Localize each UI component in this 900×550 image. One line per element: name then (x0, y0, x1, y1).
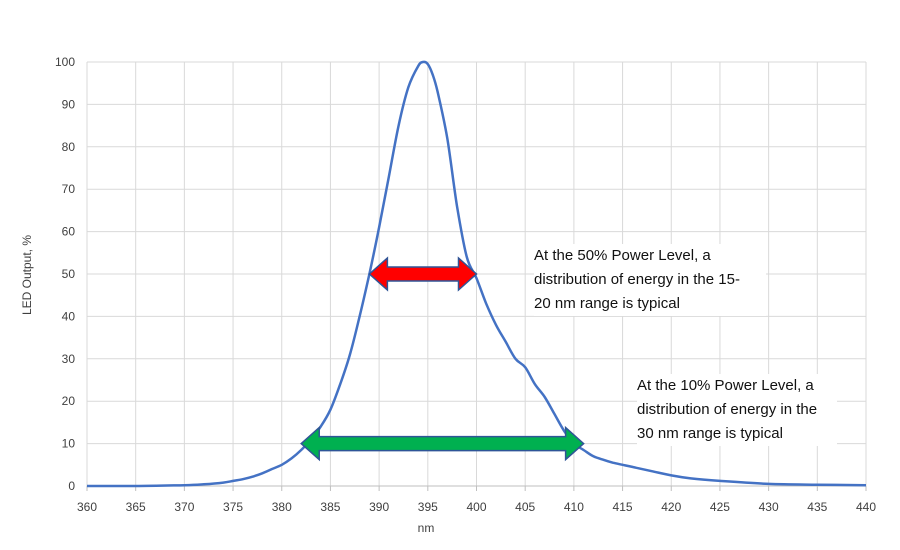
x-tick-label: 430 (759, 500, 779, 514)
red-double-arrow (368, 256, 478, 292)
x-tick-label: 435 (807, 500, 827, 514)
x-tick-label: 360 (77, 500, 97, 514)
series-line (86, 60, 867, 488)
y-tick-label: 100 (55, 55, 75, 69)
y-tick-label: 90 (62, 97, 76, 111)
y-tick-label: 20 (62, 394, 76, 408)
x-tick-label: 410 (564, 500, 584, 514)
y-tick-label: 50 (62, 267, 76, 281)
y-tick-label: 70 (62, 182, 76, 196)
y-tick-label: 30 (62, 352, 76, 366)
x-tick-label: 365 (126, 500, 146, 514)
x-tick-label: 440 (856, 500, 876, 514)
annotation-10-percent: At the 10% Power Level, a distribution o… (637, 374, 837, 446)
x-axis-title: nm (418, 521, 435, 535)
x-tick-label: 425 (710, 500, 730, 514)
x-tick-label: 415 (613, 500, 633, 514)
x-tick-label: 370 (174, 500, 194, 514)
x-tick-label: 405 (515, 500, 535, 514)
y-tick-label: 60 (62, 225, 76, 239)
y-tick-label: 10 (62, 437, 76, 451)
x-tick-label: 400 (466, 500, 486, 514)
x-tick-label: 390 (369, 500, 389, 514)
annotation-arrows (300, 256, 585, 462)
y-tick-label: 40 (62, 309, 76, 323)
x-axis-ticks: 360 365 370 375 380 385 390 395 400 405 410 415 420 4… (77, 486, 876, 514)
x-tick-label: 375 (223, 500, 243, 514)
y-tick-label: 0 (68, 479, 75, 493)
x-tick-label: 420 (661, 500, 681, 514)
x-tick-label: 385 (320, 500, 340, 514)
green-double-arrow (300, 425, 585, 462)
y-axis-title: LED Output, % (20, 235, 34, 315)
x-tick-label: 395 (418, 500, 438, 514)
x-tick-label: 380 (272, 500, 292, 514)
annotation-50-percent: At the 50% Power Level, a distribution o… (534, 244, 766, 316)
y-tick-label: 80 (62, 140, 76, 154)
y-axis-ticks: 0 10 20 30 40 50 60 70 80 90 100 (55, 55, 75, 493)
